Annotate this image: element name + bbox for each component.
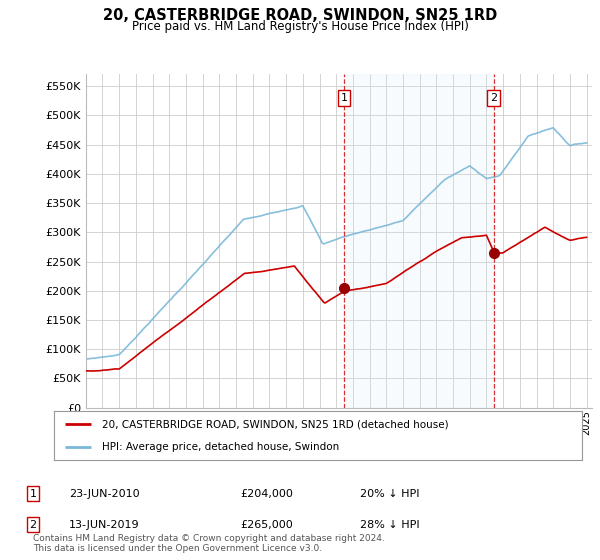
Text: Price paid vs. HM Land Registry's House Price Index (HPI): Price paid vs. HM Land Registry's House … <box>131 20 469 32</box>
Text: 28% ↓ HPI: 28% ↓ HPI <box>360 520 419 530</box>
Text: Contains HM Land Registry data © Crown copyright and database right 2024.
This d: Contains HM Land Registry data © Crown c… <box>33 534 385 553</box>
Text: 2: 2 <box>29 520 37 530</box>
Bar <box>344 74 494 408</box>
Text: 2: 2 <box>490 93 497 103</box>
Text: HPI: Average price, detached house, Swindon: HPI: Average price, detached house, Swin… <box>101 442 339 452</box>
Text: 20% ↓ HPI: 20% ↓ HPI <box>360 489 419 499</box>
Text: 13-JUN-2019: 13-JUN-2019 <box>69 520 140 530</box>
Text: 20, CASTERBRIDGE ROAD, SWINDON, SN25 1RD (detached house): 20, CASTERBRIDGE ROAD, SWINDON, SN25 1RD… <box>101 419 448 430</box>
Text: £204,000: £204,000 <box>240 489 293 499</box>
Text: 1: 1 <box>29 489 37 499</box>
Text: 1: 1 <box>341 93 347 103</box>
Text: £265,000: £265,000 <box>240 520 293 530</box>
Text: 20, CASTERBRIDGE ROAD, SWINDON, SN25 1RD: 20, CASTERBRIDGE ROAD, SWINDON, SN25 1RD <box>103 8 497 24</box>
Text: 23-JUN-2010: 23-JUN-2010 <box>69 489 140 499</box>
